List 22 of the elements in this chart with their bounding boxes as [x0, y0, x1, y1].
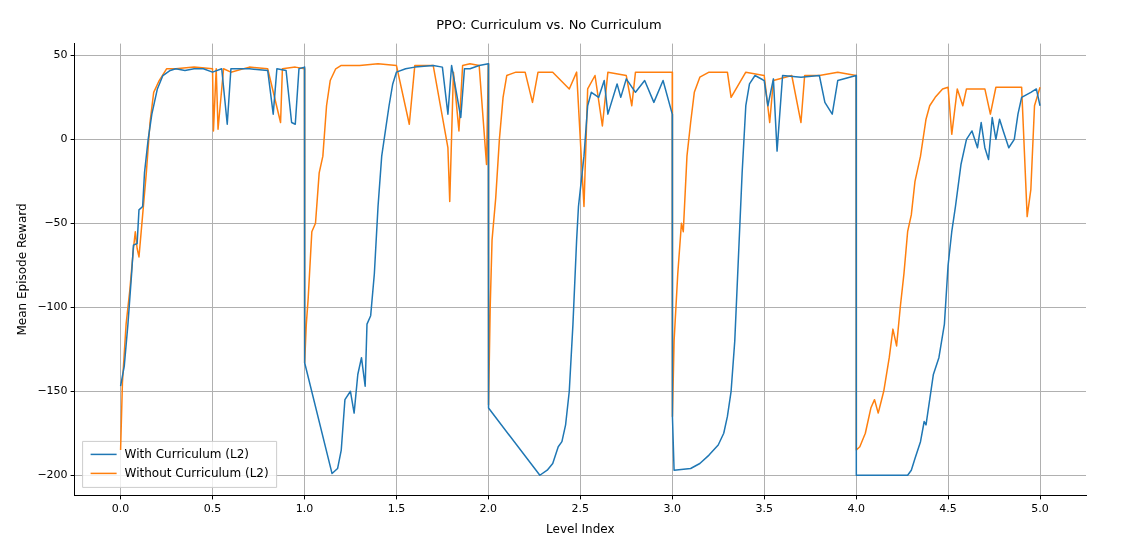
x-tick-label: 4.0: [847, 501, 865, 515]
legend-label: Without Curriculum (L2): [124, 465, 269, 480]
x-tick-label: 0.0: [111, 501, 130, 515]
y-tick-label: −50: [44, 216, 68, 230]
x-tick-label: 4.5: [939, 501, 957, 515]
y-tick-label: −150: [37, 384, 68, 398]
y-tick-label: 0: [60, 132, 68, 146]
legend-label: With Curriculum (L2): [124, 446, 249, 461]
x-tick-label: 1.5: [387, 501, 406, 515]
y-axis-title: Mean Episode Reward: [15, 203, 30, 336]
chart-title: PPO: Curriculum vs. No Curriculum: [436, 17, 662, 33]
x-tick-label: 2.5: [571, 501, 590, 515]
x-tick-label: 0.5: [203, 501, 222, 515]
x-tick-label: 5.0: [1031, 501, 1049, 515]
x-tick-label: 1.0: [295, 501, 314, 515]
x-axis-title: Level Index: [546, 521, 615, 536]
y-tick-label: 50: [53, 48, 68, 62]
x-tick-label: 2.0: [479, 501, 498, 515]
x-tick-label: 3.0: [663, 501, 681, 515]
x-tick-label: 3.5: [755, 501, 773, 515]
y-tick-label: −100: [37, 300, 68, 314]
y-tick-label: −200: [37, 468, 68, 482]
